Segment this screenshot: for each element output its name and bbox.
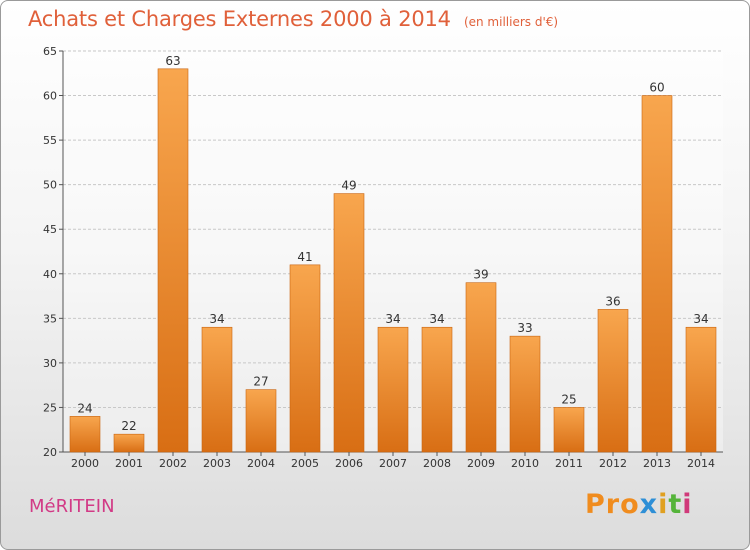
x-tick-label: 2010: [511, 457, 539, 470]
data-label: 34: [429, 312, 444, 326]
data-label: 25: [561, 392, 576, 406]
bar: [201, 326, 233, 453]
y-tick-label: 35: [43, 312, 57, 325]
data-label: 34: [385, 312, 400, 326]
bar: [553, 407, 585, 453]
bar: [113, 433, 145, 453]
y-tick-label: 45: [43, 223, 57, 236]
x-tick-label: 2007: [379, 457, 407, 470]
bar: [377, 326, 409, 453]
x-tick-label: 2006: [335, 457, 363, 470]
data-label: 22: [121, 419, 136, 433]
data-label: 63: [165, 54, 180, 68]
bar: [245, 389, 277, 453]
logo-part: Pro: [585, 489, 640, 520]
data-label: 36: [605, 294, 620, 308]
y-tick-label: 60: [43, 90, 57, 103]
chart-title-text: Achats et Charges Externes 2000 à 2014: [28, 7, 451, 31]
bar: [421, 326, 453, 453]
y-tick-label: 40: [43, 268, 57, 281]
commune-name: MéRITEIN: [29, 496, 115, 517]
y-tick-label: 30: [43, 357, 57, 370]
proxiti-logo: Proxiti: [585, 489, 693, 520]
x-tick-label: 2008: [423, 457, 451, 470]
data-label: 34: [209, 312, 224, 326]
x-tick-label: 2004: [247, 457, 275, 470]
data-label: 60: [649, 81, 664, 95]
data-label: 33: [517, 321, 532, 335]
data-label: 24: [77, 401, 92, 415]
chart-title: Achats et Charges Externes 2000 à 2014 (…: [28, 7, 558, 31]
logo-part: t: [668, 489, 683, 520]
x-tick-label: 2001: [115, 457, 143, 470]
bar: [641, 95, 673, 453]
x-tick-label: 2012: [599, 457, 627, 470]
data-label: 39: [473, 268, 488, 282]
bar: [465, 282, 497, 453]
logo-part: i: [682, 489, 693, 520]
y-tick-label: 50: [43, 179, 57, 192]
data-label: 41: [297, 250, 312, 264]
x-tick-label: 2003: [203, 457, 231, 470]
y-tick-label: 55: [43, 134, 57, 147]
x-tick-label: 2011: [555, 457, 583, 470]
bar: [157, 68, 189, 453]
logo-part: x: [639, 489, 659, 520]
y-tick-label: 65: [43, 45, 57, 58]
bar: [69, 416, 101, 453]
data-label: 27: [253, 375, 268, 389]
x-tick-label: 2000: [71, 457, 99, 470]
chart-unit: (en milliers d'€): [463, 15, 559, 29]
bar: [289, 264, 321, 453]
logo-part: i: [658, 489, 669, 520]
bar: [509, 335, 541, 453]
x-tick-label: 2009: [467, 457, 495, 470]
bar: [333, 193, 365, 453]
x-tick-label: 2014: [687, 457, 715, 470]
x-tick-label: 2013: [643, 457, 671, 470]
data-label: 34: [693, 312, 708, 326]
data-label: 49: [341, 179, 356, 193]
x-tick-label: 2005: [291, 457, 319, 470]
y-tick-label: 25: [43, 401, 57, 414]
bar: [597, 309, 629, 453]
bar: [685, 326, 717, 453]
y-tick-label: 20: [43, 446, 57, 459]
x-tick-label: 2002: [159, 457, 187, 470]
